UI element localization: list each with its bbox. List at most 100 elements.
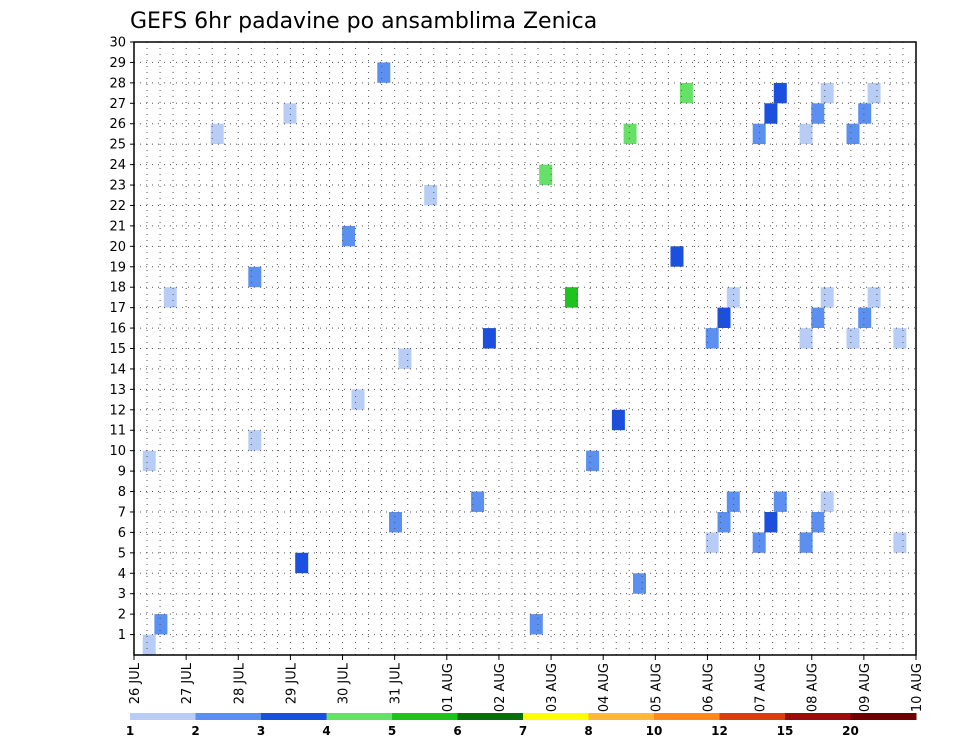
y-tick-label: 6 — [118, 526, 126, 541]
y-tick-label: 17 — [109, 301, 126, 316]
heatmap-cell — [820, 287, 834, 308]
heatmap-cell — [586, 450, 600, 472]
colorbar-label: 4 — [322, 724, 330, 738]
heatmap-cell — [820, 82, 834, 104]
heatmap-cell — [820, 491, 834, 512]
grid-lines — [133, 42, 916, 655]
heatmap-cell — [893, 328, 907, 349]
heatmap-cell — [529, 614, 543, 635]
heatmap-cell — [867, 82, 881, 104]
colorbar-label: 20 — [842, 724, 859, 738]
x-tick-label: 27 JUL — [180, 662, 195, 704]
y-tick-label: 4 — [118, 567, 126, 582]
heatmap-cell — [424, 185, 438, 206]
x-tick-label: 30 JUL — [337, 662, 352, 704]
x-tick-label: 07 AUG — [754, 663, 769, 712]
x-tick-label: 28 JUL — [232, 662, 247, 704]
colorbar-swatch — [588, 713, 655, 720]
y-tick-label: 8 — [118, 485, 126, 500]
y-tick-label: 28 — [109, 76, 126, 91]
heatmap-cell — [717, 512, 731, 533]
heatmap-cell — [565, 287, 578, 308]
heatmap-cell — [705, 328, 719, 349]
heatmap-cell — [248, 266, 262, 288]
heatmap-cell — [752, 123, 766, 145]
colorbar-swatch — [719, 713, 786, 720]
colorbar-label: 7 — [519, 724, 527, 738]
colorbar-label: 1 — [126, 724, 134, 738]
colorbar-label: 12 — [711, 724, 728, 738]
heatmap-cell — [342, 225, 356, 247]
heatmap-cells — [142, 62, 907, 655]
y-tick-label: 11 — [109, 424, 126, 439]
heatmap-cell — [398, 348, 412, 369]
heatmap-cell — [726, 491, 740, 512]
y-tick-label: 20 — [109, 240, 126, 255]
heatmap-cell — [764, 103, 778, 124]
chart-title: GEFS 6hr padavine po ansamblima Zenica — [130, 9, 597, 34]
colorbar-swatch — [654, 713, 720, 720]
heatmap-cell — [248, 430, 262, 451]
x-axis-ticks: 26 JUL 27 JUL 28 JUL 29 JUL 30 JUL 31 JUL 01 A… — [128, 655, 925, 712]
heatmap-cell — [283, 103, 297, 124]
colorbar-label: 6 — [453, 724, 461, 738]
x-tick-label: 04 AUG — [597, 663, 612, 712]
heatmap-cell — [846, 123, 860, 145]
x-tick-label: 01 AUG — [441, 663, 456, 712]
heatmap-cell — [633, 573, 646, 594]
y-tick-label: 16 — [109, 322, 126, 337]
heatmap-cell — [858, 103, 872, 124]
heatmap-cell — [623, 123, 637, 145]
heatmap-cell — [163, 287, 177, 308]
heatmap-cell — [858, 307, 872, 328]
heatmap-cell — [811, 307, 825, 328]
y-tick-label: 18 — [109, 281, 126, 296]
heatmap-cell — [846, 328, 860, 349]
y-tick-label: 21 — [109, 219, 126, 234]
heatmap-cell — [867, 287, 881, 308]
x-tick-label: 06 AUG — [701, 663, 716, 712]
heatmap-cell — [210, 123, 224, 145]
heatmap-cell — [539, 164, 553, 185]
y-tick-label: 5 — [118, 546, 126, 561]
heatmap-cell — [377, 62, 391, 83]
colorbar-label: 5 — [388, 724, 396, 738]
heatmap-cell — [482, 328, 496, 349]
colorbar-label: 3 — [257, 724, 265, 738]
heatmap-cell — [142, 450, 156, 472]
heatmap-cell — [811, 103, 825, 124]
x-tick-label: 08 AUG — [806, 663, 821, 712]
x-tick-label: 31 JUL — [389, 662, 404, 704]
y-tick-label: 26 — [109, 117, 126, 132]
heatmap-cell — [764, 512, 778, 533]
colorbar-swatch — [785, 713, 851, 720]
heatmap-cell — [389, 512, 402, 533]
colorbar-swatch — [326, 713, 393, 720]
colorbar-swatch — [523, 713, 589, 720]
heatmap-cell — [811, 512, 825, 533]
colorbar-label: 10 — [646, 724, 663, 738]
x-tick-label: 09 AUG — [858, 663, 873, 712]
y-tick-label: 1 — [118, 628, 126, 643]
heatmap-cell — [799, 532, 813, 553]
x-tick-label: 02 AUG — [493, 663, 508, 712]
colorbar-label: 15 — [777, 724, 794, 738]
colorbar-swatch — [457, 713, 524, 720]
heatmap-cell — [670, 246, 684, 267]
x-tick-label: 26 JUL — [128, 662, 143, 704]
y-tick-label: 22 — [109, 199, 126, 214]
y-tick-label: 19 — [109, 260, 126, 275]
y-tick-label: 15 — [109, 342, 126, 357]
colorbar: 1 2 3 4 5 6 7 8 10 12 15 20 — [126, 713, 917, 738]
heatmap-cell — [717, 307, 731, 328]
y-axis-ticks: 1234567891011121314151617181920212223242… — [109, 36, 134, 643]
colorbar-label: 2 — [191, 724, 199, 738]
heatmap-cell — [799, 328, 813, 349]
x-tick-label: 05 AUG — [649, 663, 664, 712]
y-tick-label: 25 — [109, 138, 126, 153]
heatmap-cell — [773, 82, 787, 104]
colorbar-swatch — [850, 713, 917, 720]
heatmap-cell — [752, 532, 766, 553]
colorbar-swatch — [392, 713, 458, 720]
